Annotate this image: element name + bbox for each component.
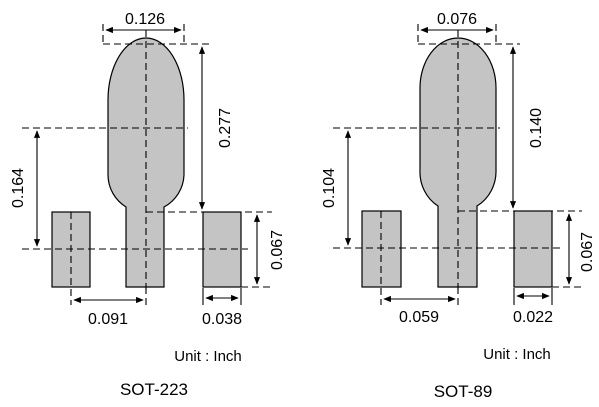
sot89-dim-top-width: 0.076 [437, 11, 477, 28]
sot223-dim-tab-height: 0.277 [217, 108, 234, 148]
sot89-unit-label: Unit : Inch [483, 346, 551, 363]
sot89-footprint: 0.076 0.140 0.104 0.067 0.059 0.022 Unit… [321, 11, 596, 401]
sot89-dim-tab-height: 0.140 [528, 108, 545, 148]
sot223-dim-pitch-vertical: 0.164 [10, 168, 27, 208]
sot223-unit-label: Unit : Inch [174, 348, 242, 365]
sot223-dim-pad-height: 0.067 [269, 230, 286, 270]
sot223-dim-pitch-horizontal: 0.091 [88, 311, 128, 328]
sot89-caption: SOT-89 [434, 382, 493, 401]
sot89-dim-pad-width: 0.022 [513, 309, 553, 326]
sot223-dim-pad-width: 0.038 [202, 311, 242, 328]
sot89-dim-pad-height: 0.067 [579, 232, 596, 272]
sot89-dim-pitch-vertical: 0.104 [321, 168, 338, 208]
sot223-caption: SOT-223 [120, 380, 188, 399]
sot223-dim-top-width: 0.126 [125, 11, 165, 28]
sot89-dim-pitch-horizontal: 0.059 [399, 309, 439, 326]
sot223-footprint: 0.126 0.277 0.164 0.067 0.091 0.038 Unit… [10, 11, 286, 399]
sot89-pad-right [513, 210, 553, 288]
